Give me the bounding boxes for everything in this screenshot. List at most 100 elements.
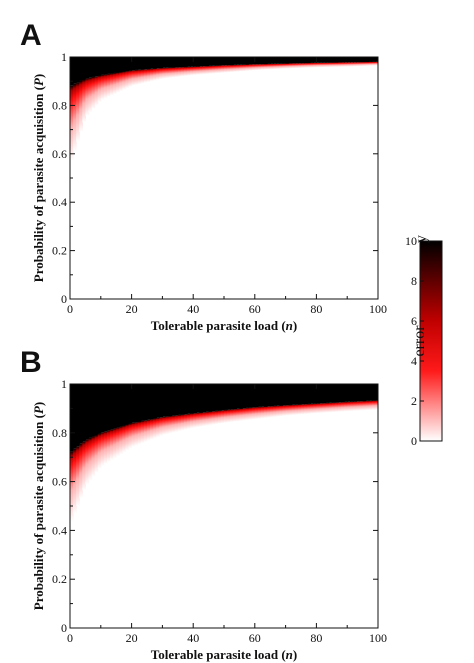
saturated-region — [196, 384, 200, 413]
heatmap-column — [341, 62, 345, 67]
heatmap-column — [171, 415, 176, 433]
heatmap-column — [103, 431, 108, 465]
x-tick-label: 80 — [310, 302, 322, 316]
heatmap-column — [82, 79, 86, 123]
saturated-region — [193, 57, 197, 67]
heatmap-column — [337, 62, 342, 67]
heatmap-column — [267, 63, 271, 70]
saturated-region — [230, 384, 234, 410]
heatmap-column — [260, 406, 265, 419]
saturated-region — [294, 57, 299, 64]
x-tick-label: 0 — [67, 302, 73, 316]
heatmap-column — [334, 62, 339, 67]
saturated-region — [153, 384, 157, 419]
x-axis-title-text: Tolerable parasite load ( — [151, 318, 286, 333]
heatmap-column — [187, 66, 191, 76]
heatmap-column — [100, 432, 105, 466]
saturated-region — [208, 384, 213, 412]
heatmap-column — [97, 433, 102, 469]
heatmap-column — [100, 74, 105, 100]
heatmap-column — [106, 73, 111, 97]
colorbar-tick-label: 4 — [411, 354, 417, 368]
colorbar-title: error — [411, 325, 428, 357]
heatmap-column — [291, 404, 296, 416]
heatmap-column — [230, 409, 234, 423]
heatmap-column — [282, 63, 287, 69]
saturated-region — [310, 57, 314, 63]
saturated-region — [85, 57, 90, 79]
saturated-region — [356, 384, 361, 402]
heatmap-column — [190, 66, 194, 76]
saturated-region — [276, 57, 281, 64]
heatmap-column — [91, 436, 96, 477]
saturated-region — [257, 57, 262, 65]
saturated-region — [224, 57, 228, 66]
heatmap-column — [264, 406, 268, 419]
colorbar-gradient — [419, 240, 443, 442]
saturated-region — [297, 57, 302, 64]
heatmap-column — [374, 400, 378, 410]
heatmap-column — [128, 70, 133, 87]
heatmap-column — [143, 420, 148, 442]
x-axis-title: Tolerable parasite load (n) — [151, 647, 298, 662]
heatmap-column — [328, 402, 333, 413]
saturated-region — [143, 57, 148, 70]
heatmap-column — [70, 85, 74, 162]
saturated-region — [331, 57, 336, 63]
heatmap-column — [187, 413, 191, 430]
saturated-region — [337, 57, 342, 63]
saturated-region — [334, 384, 339, 403]
saturated-region — [116, 57, 120, 73]
saturated-region — [374, 57, 378, 62]
y-tick-label: 0.4 — [52, 523, 67, 537]
saturated-region — [322, 384, 327, 404]
heatmap-column — [316, 403, 321, 414]
heatmap-column — [174, 415, 179, 432]
saturated-region — [202, 384, 207, 413]
saturated-region — [251, 384, 256, 408]
heatmap-column — [224, 65, 228, 73]
saturated-region — [174, 57, 179, 68]
colorbar-tick-label: 0 — [411, 434, 417, 448]
heatmap-column — [236, 64, 240, 72]
saturated-region — [294, 384, 299, 405]
heatmap-column — [245, 407, 250, 421]
saturated-region — [180, 384, 185, 415]
heatmap-column — [353, 401, 358, 411]
saturated-region — [227, 384, 231, 410]
saturated-region — [82, 57, 86, 80]
saturated-region — [307, 384, 311, 404]
heatmap-column — [279, 63, 284, 69]
heatmap-column — [276, 405, 281, 417]
heatmap-column — [251, 64, 256, 71]
saturated-region — [79, 384, 83, 444]
x-tick-label: 100 — [369, 302, 387, 316]
saturated-region — [254, 384, 259, 408]
y-tick-label: 0.2 — [52, 244, 67, 258]
heatmap-column — [214, 410, 219, 425]
colorbar-tick-label: 8 — [411, 274, 417, 288]
heatmap-column — [279, 405, 284, 417]
heatmap-column — [288, 404, 293, 416]
colorbar-tick-label: 6 — [411, 314, 417, 328]
saturated-region — [368, 57, 373, 62]
x-tick-label: 60 — [249, 631, 261, 645]
heatmap-column — [322, 62, 327, 68]
heatmap-column — [368, 61, 373, 66]
saturated-region — [153, 57, 157, 69]
saturated-region — [347, 57, 351, 63]
saturated-region — [183, 384, 188, 415]
heatmap-column — [128, 423, 133, 449]
heatmap-column — [264, 64, 268, 70]
heatmap-column — [227, 65, 231, 73]
heatmap-column — [125, 424, 130, 451]
saturated-region — [113, 57, 117, 73]
heatmap-column — [193, 66, 197, 76]
saturated-region — [187, 57, 191, 67]
heatmap-column — [180, 67, 185, 77]
saturated-region — [371, 384, 376, 401]
y-tick-label: 0.4 — [52, 195, 67, 209]
heatmap-column — [134, 422, 139, 446]
heatmap-column — [137, 421, 142, 445]
